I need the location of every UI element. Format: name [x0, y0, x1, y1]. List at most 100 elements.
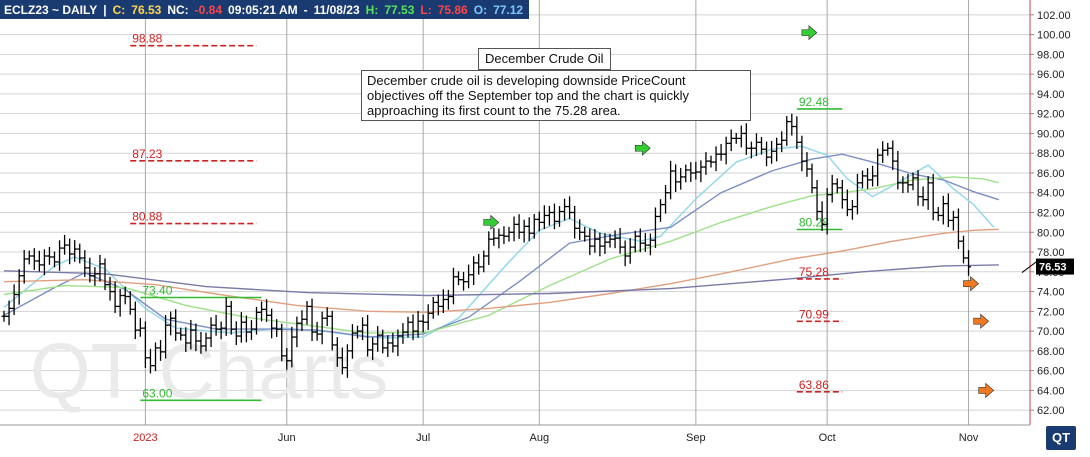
price-bar	[885, 142, 891, 156]
target-label: 98.88	[132, 32, 162, 46]
price-bar	[355, 325, 360, 339]
price-bar	[339, 347, 345, 375]
price-bar	[198, 331, 204, 354]
y-tick-label: 66.00	[1037, 366, 1065, 378]
price-bar	[102, 258, 108, 291]
qt-logo: QT	[1046, 426, 1076, 450]
price-bar	[72, 240, 78, 262]
price-bars	[1, 113, 972, 378]
y-tick-label: 74.00	[1037, 287, 1065, 299]
price-bar	[142, 321, 148, 368]
target-label: 70.99	[799, 307, 829, 321]
price-bar	[607, 233, 613, 248]
signal-arrows	[483, 24, 995, 399]
green-arrow-icon	[483, 214, 500, 231]
price-bar	[658, 199, 663, 222]
orange-arrow-icon	[978, 382, 995, 399]
price-bar	[759, 136, 764, 155]
price-bar	[405, 316, 411, 338]
price-bar	[178, 327, 184, 341]
y-tick-label: 98.00	[1037, 49, 1065, 61]
price-bar	[380, 329, 386, 354]
target-label: 75.28	[799, 265, 829, 279]
price-bar	[511, 216, 517, 242]
price-bar	[6, 300, 12, 326]
price-bar	[860, 170, 865, 189]
x-tick-label: Aug	[530, 432, 550, 444]
last-price-tick	[1021, 260, 1039, 273]
last-price-marker: 76.53	[1021, 258, 1074, 275]
price-bar	[360, 317, 366, 341]
price-bar	[299, 310, 305, 332]
price-bar	[587, 228, 593, 256]
target-label: 87.23	[132, 147, 162, 161]
price-bar	[890, 140, 896, 171]
price-bar	[652, 207, 658, 248]
price-bar	[52, 251, 57, 268]
price-bar	[112, 281, 118, 314]
price-bar	[668, 160, 674, 200]
price-bar	[445, 289, 451, 310]
price-bar	[900, 176, 906, 194]
moving-average-line	[3, 264, 999, 297]
price-bar	[77, 243, 83, 264]
last-price-box	[1036, 258, 1074, 275]
moving-average-line	[3, 228, 999, 314]
price-bar	[779, 131, 785, 153]
annotation-note: December crude oil is developing downsid…	[361, 70, 751, 121]
price-bar	[915, 170, 921, 206]
x-tick-label: Jun	[278, 432, 296, 444]
watermark: QT Charts	[30, 327, 388, 415]
price-bar	[895, 150, 901, 190]
y-tick-label: 94.00	[1037, 89, 1065, 101]
target-label: 80.88	[132, 210, 162, 224]
y-tick-label: 72.00	[1037, 306, 1065, 318]
price-bar	[617, 228, 623, 254]
price-bar	[274, 319, 280, 337]
y-tick-label: 100.00	[1037, 30, 1071, 42]
price-bar	[784, 116, 790, 146]
price-bar	[279, 323, 285, 362]
price-bar	[804, 152, 810, 177]
price-bar	[481, 250, 487, 273]
price-bar	[213, 314, 219, 336]
price-bar	[819, 201, 825, 231]
target-label: 80.28	[799, 216, 829, 230]
target-label: 73.40	[142, 284, 172, 298]
y-tick-label: 80.00	[1037, 227, 1065, 239]
price-bar	[122, 286, 128, 305]
price-bar	[955, 208, 961, 249]
price-bar	[82, 250, 88, 277]
open-label: O:	[473, 2, 488, 17]
x-tick-label: Jul	[416, 432, 430, 444]
y-tick-label: 64.00	[1037, 385, 1065, 397]
header-separator: |	[103, 2, 107, 17]
price-bar	[622, 240, 628, 267]
x-tick-label: Sep	[686, 432, 706, 444]
y-tick-label: 102.00	[1037, 10, 1071, 22]
price-bar	[107, 276, 113, 301]
price-bar	[440, 289, 446, 314]
price-bar	[420, 314, 426, 333]
chart-title-box: December Crude Oil	[478, 48, 611, 70]
price-bar	[516, 214, 522, 239]
price-bar	[11, 284, 17, 315]
low-value: 75.86	[437, 2, 468, 17]
green-arrow-icon	[801, 24, 818, 41]
price-bar	[531, 213, 537, 239]
price-bar	[188, 319, 194, 350]
price-bar	[865, 168, 871, 189]
price-bar	[905, 173, 911, 193]
price-bar	[632, 230, 638, 253]
price-bar	[218, 321, 224, 340]
price-bar	[1, 310, 7, 322]
price-bar	[456, 271, 461, 286]
price-bar	[319, 311, 325, 345]
price-bar	[57, 240, 63, 271]
price-bar	[62, 234, 68, 255]
price-bar	[627, 238, 633, 264]
y-tick-label: 70.00	[1037, 326, 1065, 338]
price-bar	[370, 337, 376, 361]
price-bar	[496, 228, 502, 249]
